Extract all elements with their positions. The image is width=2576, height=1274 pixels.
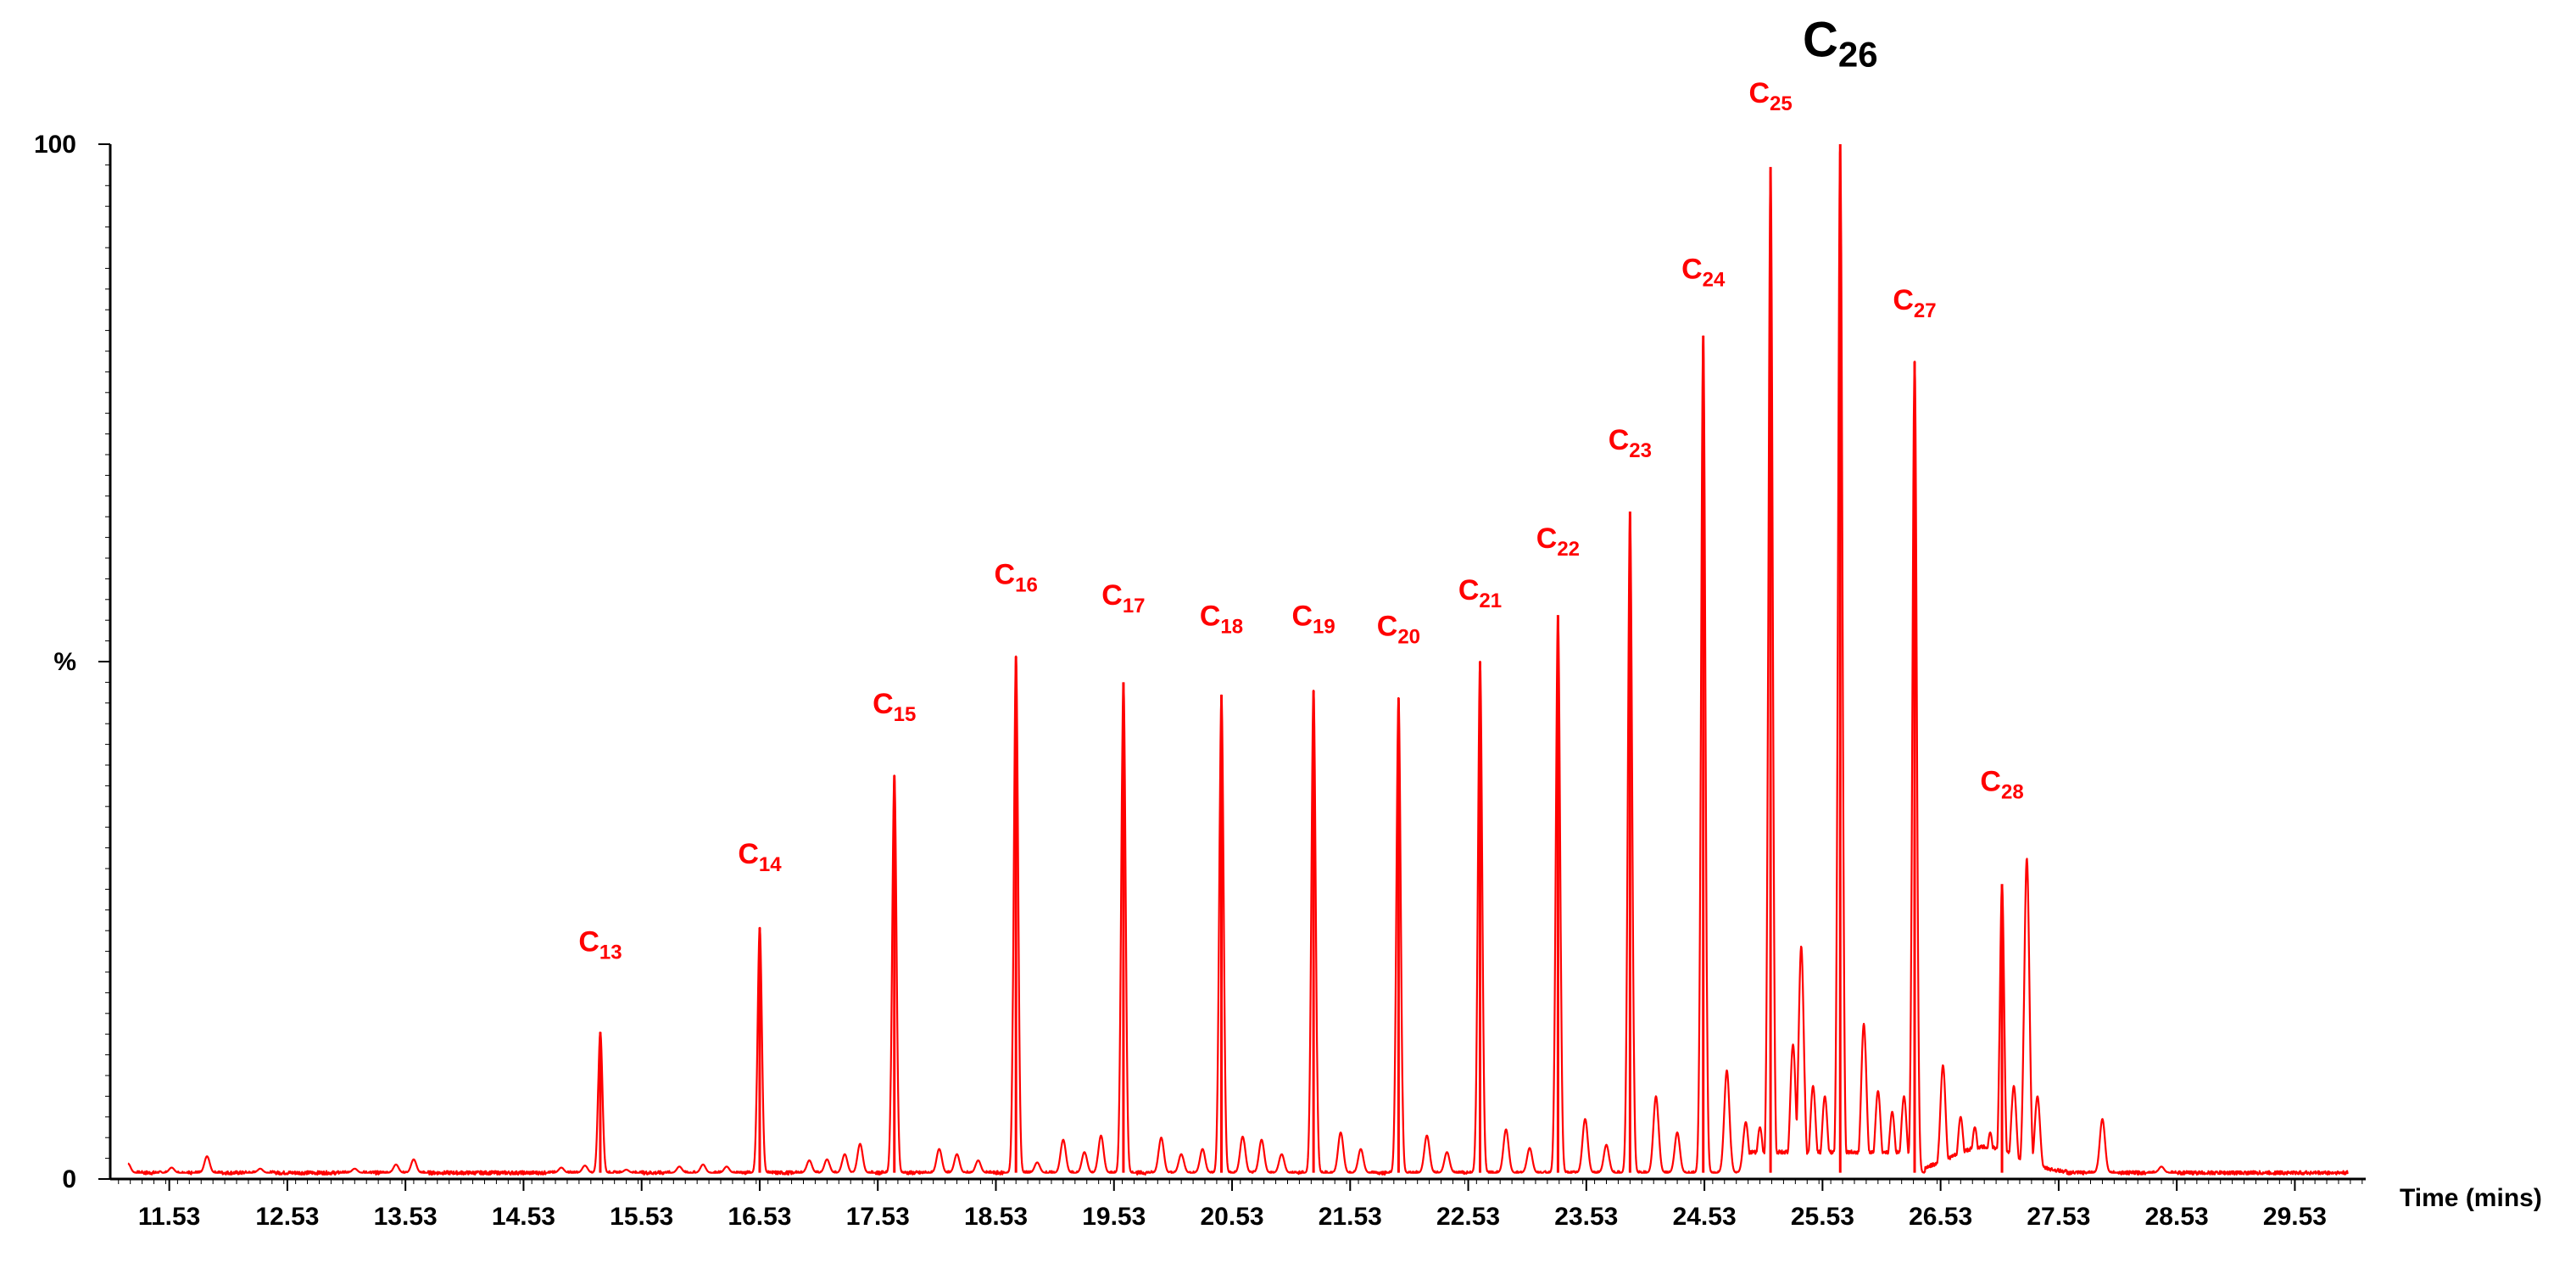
peak-label-subscript: 21 xyxy=(1479,590,1502,612)
x-tick-label: 23.53 xyxy=(1554,1203,1618,1231)
peak-label-prefix: C xyxy=(1536,522,1558,555)
axes-layer xyxy=(109,144,2366,1181)
peak-label-subscript: 20 xyxy=(1397,626,1420,649)
peak-label-subscript: 13 xyxy=(599,942,622,964)
peak-label-c28: C28 xyxy=(1980,766,2023,804)
peak-label-subscript: 26 xyxy=(1838,34,1878,74)
x-tick-label: 12.53 xyxy=(255,1203,319,1231)
peak-label-c14: C14 xyxy=(738,838,782,876)
peak-label-prefix: C xyxy=(1377,611,1398,643)
peak-label-c15: C15 xyxy=(873,688,916,726)
peak-label-prefix: C xyxy=(578,926,599,958)
x-tick-label: 14.53 xyxy=(492,1203,555,1231)
x-tick-label: 24.53 xyxy=(1673,1203,1737,1231)
peak-label-c19: C19 xyxy=(1291,600,1335,638)
x-tick-label: 21.53 xyxy=(1319,1203,1382,1231)
peak-label-c22: C22 xyxy=(1536,522,1580,561)
y-minor-ticks xyxy=(105,143,110,1180)
peak-label-subscript: 22 xyxy=(1557,538,1580,561)
peak-label-c26: C26 xyxy=(1803,12,1878,74)
peak-marks xyxy=(599,144,2004,1173)
x-tick-label: 17.53 xyxy=(846,1203,910,1231)
peak-label-c27: C27 xyxy=(1893,284,1936,322)
peak-label-prefix: C xyxy=(1458,574,1480,606)
x-tick-label: 27.53 xyxy=(2027,1203,2090,1231)
peak-label-subscript: 24 xyxy=(1703,269,1726,292)
peak-label-prefix: C xyxy=(738,838,759,870)
x-tick-label: 22.53 xyxy=(1436,1203,1500,1231)
y-ticks: 100% 0 xyxy=(34,131,110,1193)
peak-label-subscript: 25 xyxy=(1770,92,1793,115)
peak-label-subscript: 14 xyxy=(759,853,782,876)
peak-label-subscript: 18 xyxy=(1220,615,1243,638)
peak-label-prefix: C xyxy=(1609,424,1630,456)
x-tick-label: 11.53 xyxy=(138,1203,200,1231)
peak-label-subscript: 23 xyxy=(1629,439,1652,462)
peak-label-prefix: C xyxy=(1200,600,1221,632)
x-ticks: 11.53 12.53 13.53 14.53 15.53 16.53 17.53 18.53… xyxy=(118,1179,2363,1231)
x-axis-title: Time (mins) xyxy=(2400,1184,2542,1212)
x-tick-label: 28.53 xyxy=(2145,1203,2209,1231)
peak-label-c23: C23 xyxy=(1609,424,1652,462)
chromatogram-trace xyxy=(127,146,2349,1176)
peak-label-prefix: C xyxy=(873,688,894,720)
peak-label-subscript: 15 xyxy=(894,703,917,726)
x-tick-label: 20.53 xyxy=(1200,1203,1263,1231)
y-tick-label: % xyxy=(53,648,76,676)
peak-label-c13: C13 xyxy=(578,926,622,964)
peak-label-c24: C24 xyxy=(1681,254,1726,292)
peak-label-c25: C25 xyxy=(1748,77,1792,115)
x-tick-label: 15.53 xyxy=(610,1203,673,1231)
peak-label-c17: C17 xyxy=(1101,579,1145,617)
peak-label-c18: C18 xyxy=(1200,600,1243,638)
peak-label-prefix: C xyxy=(1748,77,1770,109)
x-tick-label: 25.53 xyxy=(1791,1203,1854,1231)
peak-label-subscript: 28 xyxy=(2001,781,2024,804)
peak-label-prefix: C xyxy=(1681,254,1703,286)
x-tick-label: 18.53 xyxy=(964,1203,1028,1231)
peak-label-prefix: C xyxy=(1980,766,2001,798)
y-tick-label: 0 xyxy=(62,1165,76,1193)
peak-label-subscript: 27 xyxy=(1914,299,1937,322)
x-tick-label: 29.53 xyxy=(2263,1203,2327,1231)
peak-label-subscript: 19 xyxy=(1313,615,1335,638)
x-tick-label: 19.53 xyxy=(1082,1203,1146,1231)
peak-label-prefix: C xyxy=(1893,284,1914,316)
peak-label-subscript: 16 xyxy=(1015,574,1038,597)
peak-label-prefix: C xyxy=(995,559,1016,591)
peak-label-prefix: C xyxy=(1101,579,1123,612)
x-tick-label: 13.53 xyxy=(374,1203,438,1231)
peak-label-prefix: C xyxy=(1803,12,1838,67)
peak-label-c16: C16 xyxy=(995,559,1038,597)
peak-label-prefix: C xyxy=(1291,600,1313,632)
x-tick-label: 16.53 xyxy=(728,1203,791,1231)
peak-label-c20: C20 xyxy=(1377,611,1420,649)
peak-label-c21: C21 xyxy=(1458,574,1502,612)
x-tick-label: 26.53 xyxy=(1909,1203,1972,1231)
y-tick-label: 100 xyxy=(34,131,76,159)
peak-label-subscript: 17 xyxy=(1123,595,1146,617)
